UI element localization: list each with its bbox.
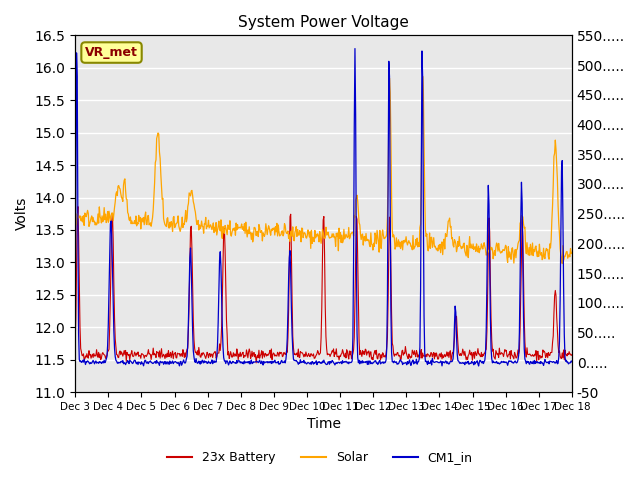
Title: System Power Voltage: System Power Voltage	[238, 15, 409, 30]
Legend: 23x Battery, Solar, CM1_in: 23x Battery, Solar, CM1_in	[163, 446, 477, 469]
Text: VR_met: VR_met	[85, 46, 138, 59]
Y-axis label: Volts: Volts	[15, 197, 29, 230]
X-axis label: Time: Time	[307, 418, 340, 432]
